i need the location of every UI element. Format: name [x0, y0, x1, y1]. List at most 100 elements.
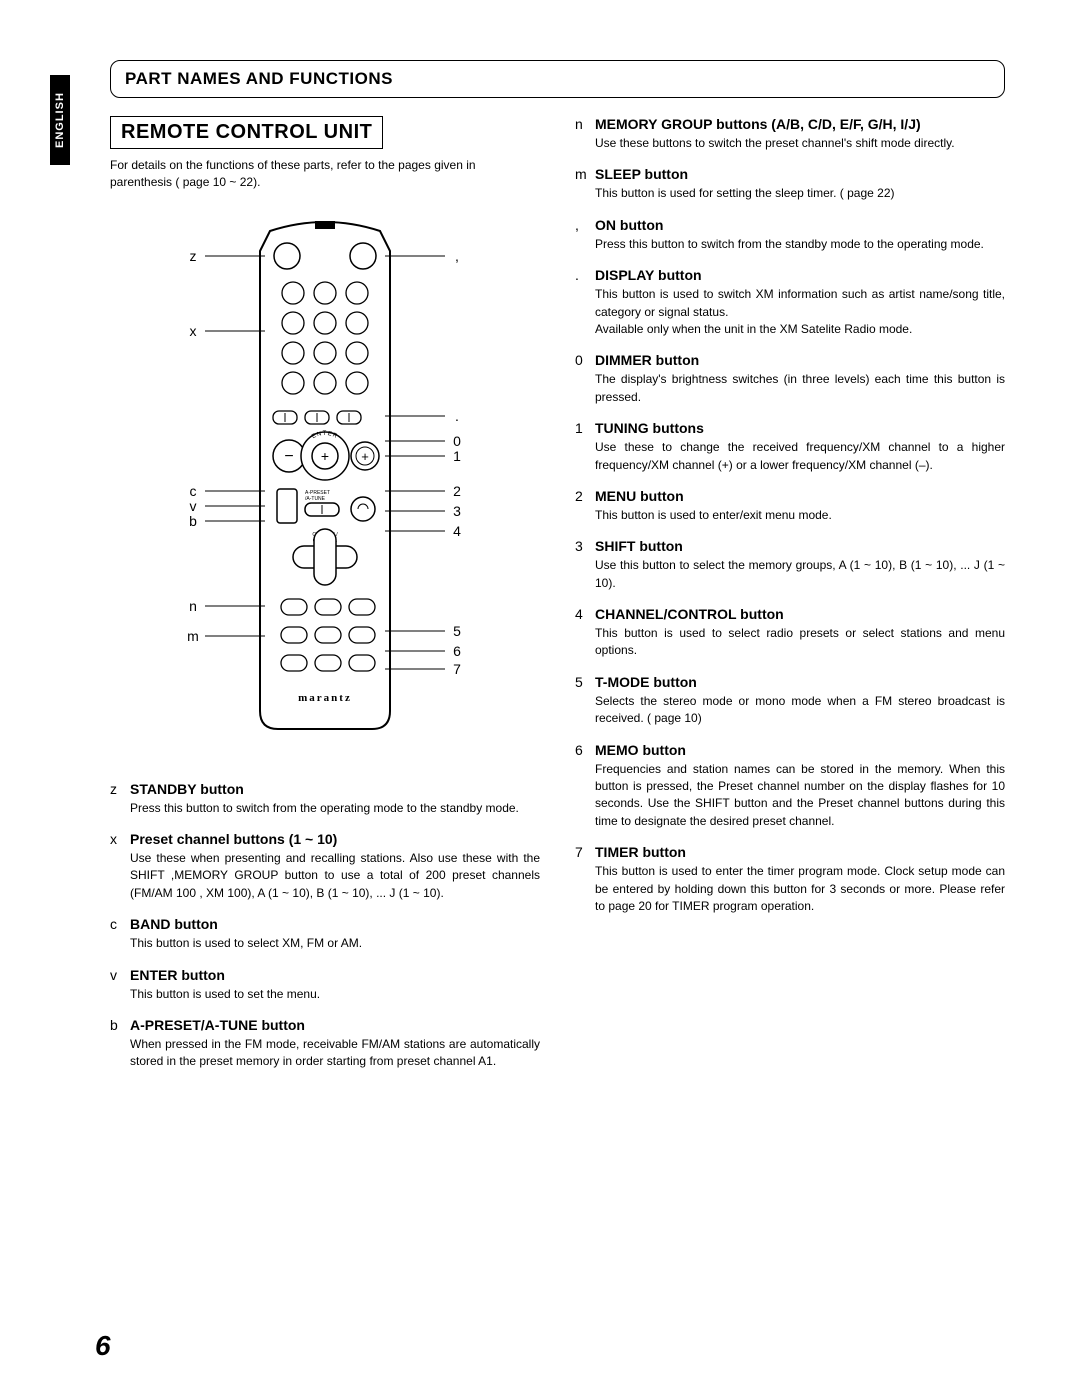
item-title: Preset channel buttons (1 ~ 10) — [130, 831, 337, 847]
svg-text:/A-TUNE: /A-TUNE — [305, 496, 326, 502]
svg-text:4: 4 — [453, 523, 461, 539]
svg-text:+: + — [321, 448, 329, 464]
svg-text:5: 5 — [453, 623, 461, 639]
svg-text:1: 1 — [453, 448, 461, 464]
item-title: A-PRESET/A-TUNE button — [130, 1017, 305, 1033]
item-title: STANDBY button — [130, 781, 244, 797]
item-ref: 4 — [575, 606, 589, 622]
function-item: . DISPLAY button This button is used to sw… — [575, 267, 1005, 338]
item-body: This button is used to select radio pres… — [575, 625, 1005, 660]
item-body: Selects the stereo mode or mono mode whe… — [575, 693, 1005, 728]
svg-text:x: x — [190, 323, 197, 339]
item-body: Press this button to switch from the ope… — [110, 800, 540, 817]
right-column: n MEMORY GROUP buttons (A/B, C/D, E/F, G/… — [575, 116, 1005, 1085]
item-ref: n — [575, 116, 589, 132]
svg-text:z: z — [190, 248, 197, 264]
item-title: BAND button — [130, 916, 218, 932]
svg-text:n: n — [189, 598, 197, 614]
item-title: TUNING buttons — [595, 420, 704, 436]
item-title: T-MODE button — [595, 674, 697, 690]
item-ref: , — [575, 217, 589, 233]
svg-text:2: 2 — [453, 483, 461, 499]
item-ref: 5 — [575, 674, 589, 690]
svg-text:7: 7 — [453, 661, 461, 677]
intro-text: For details on the functions of these pa… — [110, 157, 540, 191]
item-title: DIMMER button — [595, 352, 699, 368]
item-ref: 3 — [575, 538, 589, 554]
item-body: The display's brightness switches (in th… — [575, 371, 1005, 406]
left-column: REMOTE CONTROL UNIT For details on the f… — [110, 116, 540, 1085]
language-tab: ENGLISH — [50, 75, 70, 165]
function-item: 7 TIMER button This button is used to ente… — [575, 844, 1005, 915]
svg-text:0: 0 — [453, 433, 461, 449]
item-title: ENTER button — [130, 967, 225, 983]
item-body: When pressed in the FM mode, receivable … — [110, 1036, 540, 1071]
function-item: 4 CHANNEL/CONTROL button This button is us… — [575, 606, 1005, 660]
item-body: This button is used to enter/exit menu m… — [575, 507, 1005, 524]
function-item: 5 T-MODE button Selects the stereo mode or… — [575, 674, 1005, 728]
item-body: Use these buttons to switch the preset c… — [575, 135, 1005, 152]
svg-text:c: c — [190, 483, 197, 499]
item-body: Use these when presenting and recalling … — [110, 850, 540, 902]
svg-text:m: m — [187, 628, 199, 644]
function-item: 3 SHIFT button Use this button to select t… — [575, 538, 1005, 592]
item-ref: c — [110, 916, 124, 932]
svg-text:v: v — [190, 498, 197, 514]
svg-text:,: , — [455, 248, 459, 264]
section-title: PART NAMES AND FUNCTIONS — [125, 69, 990, 89]
svg-text:−: − — [284, 448, 293, 465]
remote-diagram: − + + ENTER A-PRESET /A-TUNE CHANNEL/ — [110, 211, 540, 751]
item-body: Use this button to select the memory gro… — [575, 557, 1005, 592]
item-title: ON button — [595, 217, 663, 233]
function-item: 6 MEMO button Frequencies and station name… — [575, 742, 1005, 831]
svg-text:.: . — [455, 408, 459, 424]
svg-text:3: 3 — [453, 503, 461, 519]
svg-text:b: b — [189, 513, 197, 529]
item-ref: 7 — [575, 844, 589, 860]
function-item: b A-PRESET/A-TUNE button When pressed in t… — [110, 1017, 540, 1071]
item-title: SHIFT button — [595, 538, 683, 554]
item-title: MEMO button — [595, 742, 686, 758]
item-ref: . — [575, 267, 589, 283]
item-title: MEMORY GROUP buttons (A/B, C/D, E/F, G/H… — [595, 116, 921, 132]
item-ref: x — [110, 831, 124, 847]
item-ref: 1 — [575, 420, 589, 436]
function-item: x Preset channel buttons (1 ~ 10) Use thes… — [110, 831, 540, 902]
item-title: TIMER button — [595, 844, 686, 860]
section-header: PART NAMES AND FUNCTIONS — [110, 60, 1005, 98]
item-body: This button is used for setting the slee… — [575, 185, 1005, 202]
item-body: This button is used to switch XM informa… — [575, 286, 1005, 338]
item-title: MENU button — [595, 488, 684, 504]
item-title: SLEEP button — [595, 166, 688, 182]
function-item: n MEMORY GROUP buttons (A/B, C/D, E/F, G/… — [575, 116, 1005, 152]
function-item: m SLEEP button This button is used for set… — [575, 166, 1005, 202]
function-item: z STANDBY button Press this button to swit… — [110, 781, 540, 817]
function-item: 2 MENU button This button is used to enter… — [575, 488, 1005, 524]
item-ref: b — [110, 1017, 124, 1033]
remote-svg: − + + ENTER A-PRESET /A-TUNE CHANNEL/ — [165, 211, 485, 751]
item-ref: 0 — [575, 352, 589, 368]
function-item: c BAND button This button is used to selec… — [110, 916, 540, 952]
item-ref: v — [110, 967, 124, 983]
item-body: Use these to change the received frequen… — [575, 439, 1005, 474]
item-ref: z — [110, 781, 124, 797]
rcu-title: REMOTE CONTROL UNIT — [110, 116, 383, 149]
item-body: Frequencies and station names can be sto… — [575, 761, 1005, 831]
item-title: CHANNEL/CONTROL button — [595, 606, 784, 622]
item-title: DISPLAY button — [595, 267, 702, 283]
item-ref: 6 — [575, 742, 589, 758]
page-number: 6 — [95, 1330, 111, 1362]
item-ref: 2 — [575, 488, 589, 504]
item-body: This button is used to set the menu. — [110, 986, 540, 1003]
item-ref: m — [575, 166, 589, 182]
svg-text:6: 6 — [453, 643, 461, 659]
item-body: This button is used to enter the timer p… — [575, 863, 1005, 915]
svg-text:+: + — [361, 449, 369, 464]
item-body: This button is used to select XM, FM or … — [110, 935, 540, 952]
function-item: 1 TUNING buttons Use these to change the r… — [575, 420, 1005, 474]
item-body: Press this button to switch from the sta… — [575, 236, 1005, 253]
function-item: v ENTER button This button is used to set … — [110, 967, 540, 1003]
function-item: , ON button Press this button to switch fr… — [575, 217, 1005, 253]
function-item: 0 DIMMER button The display's brightness s… — [575, 352, 1005, 406]
brand-text: marantz — [298, 692, 352, 704]
